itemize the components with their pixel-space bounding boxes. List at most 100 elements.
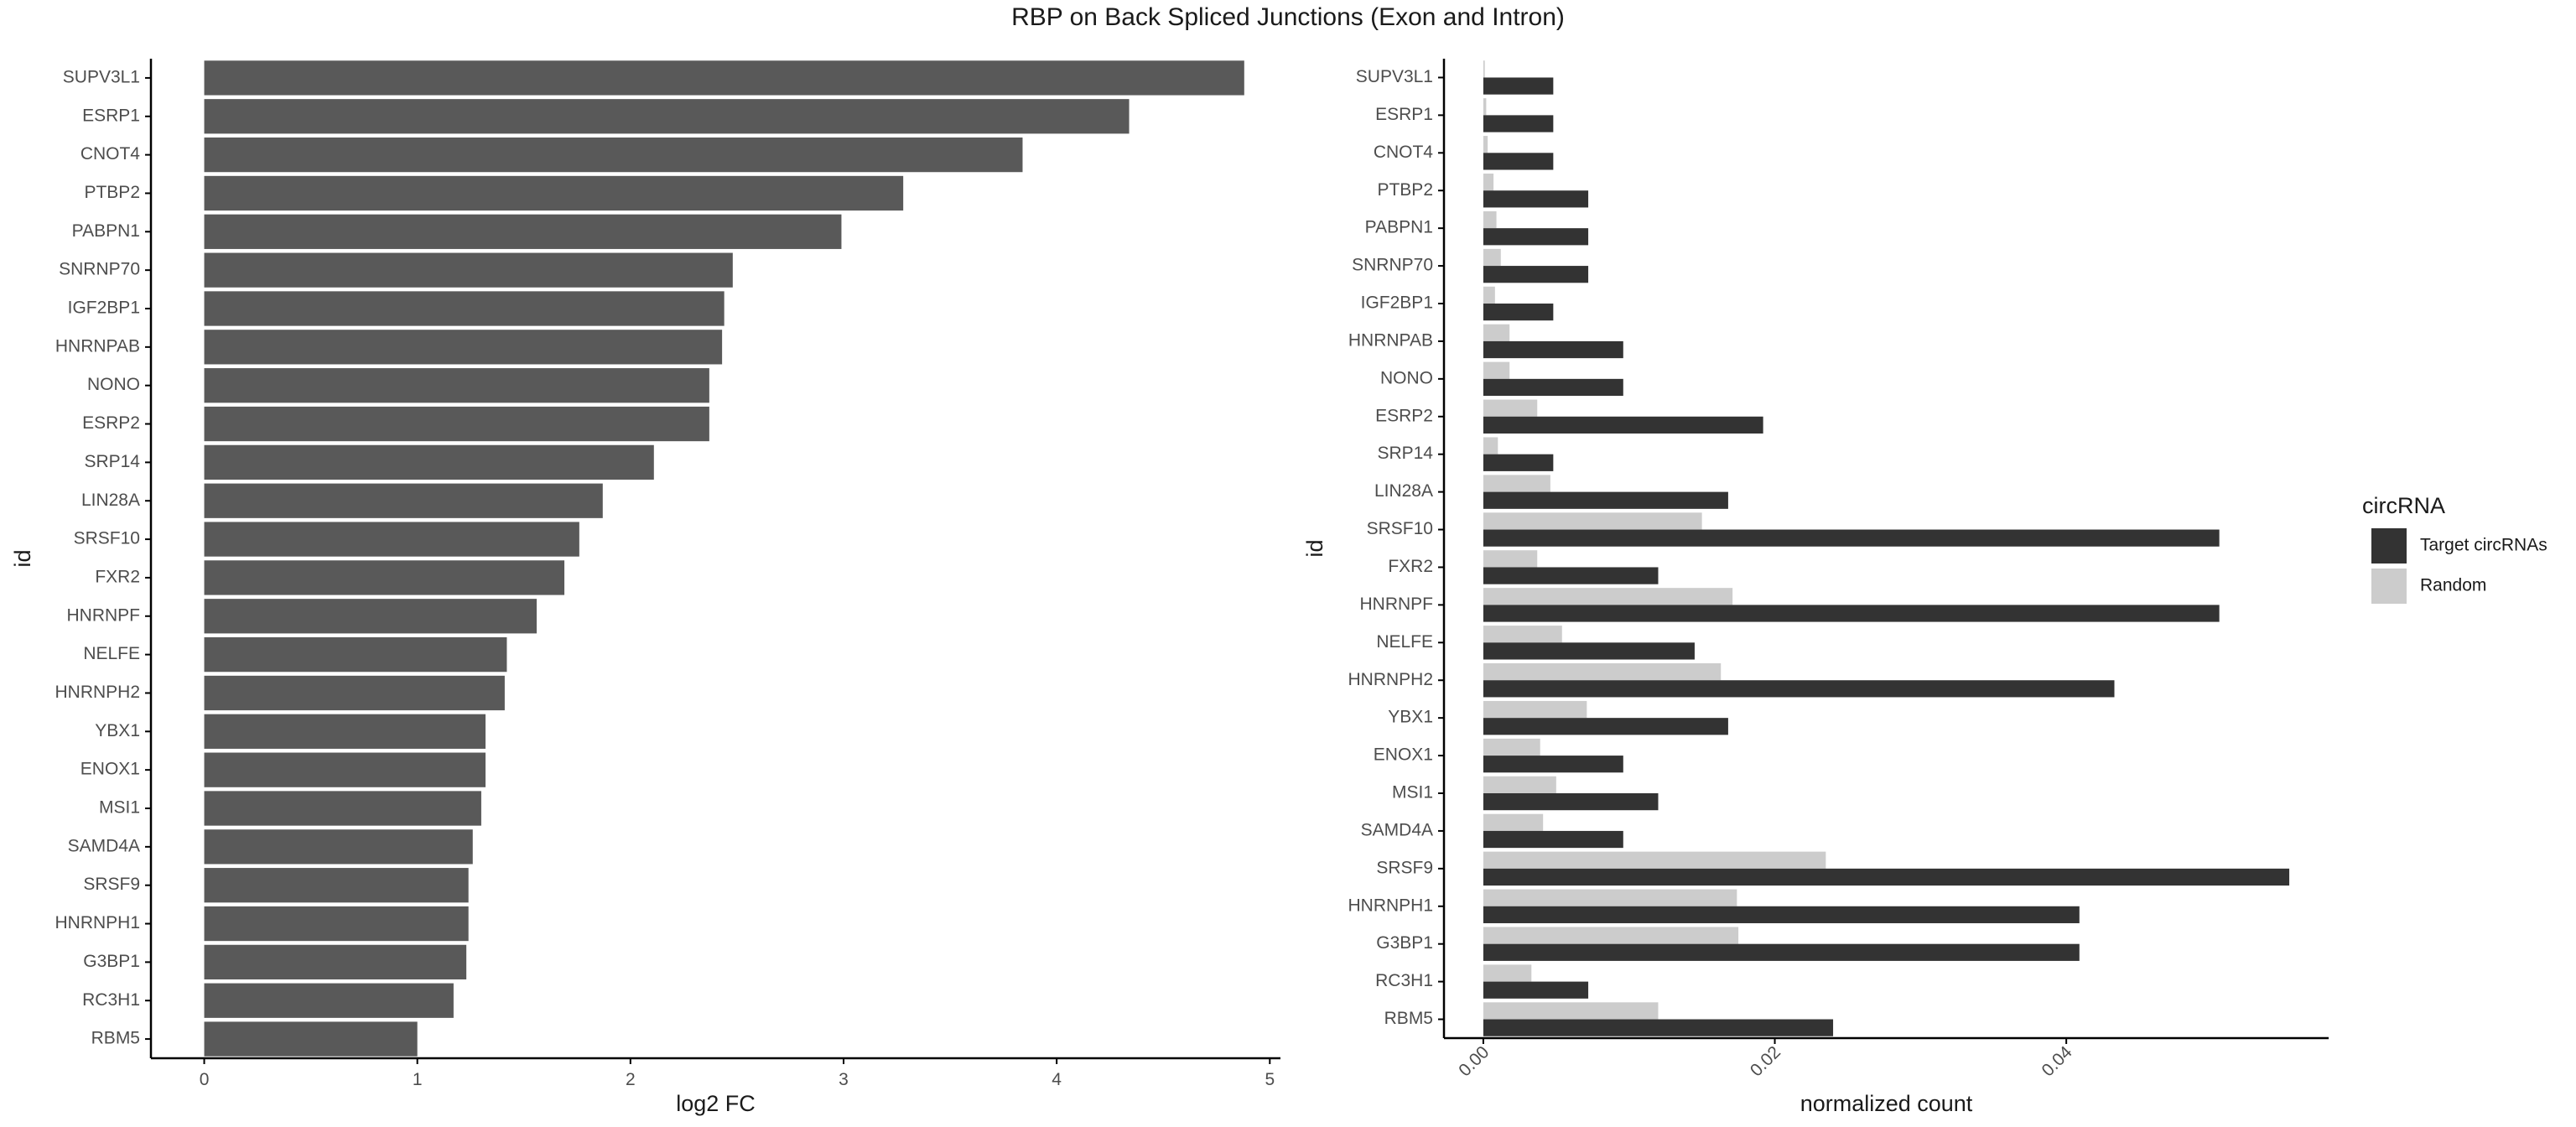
- bar: [204, 1021, 418, 1057]
- bar-random: [1483, 588, 1733, 605]
- x-tick-label: 5: [1265, 1070, 1275, 1089]
- y-tick-label: SUPV3L1: [63, 67, 140, 86]
- y-tick-label: ESRP1: [82, 106, 140, 125]
- bar-target: [1483, 1019, 1834, 1036]
- x-axis-label: log2 FC: [676, 1091, 756, 1116]
- bar-random: [1483, 550, 1538, 568]
- bar-target: [1483, 529, 2220, 547]
- y-tick-label: FXR2: [95, 567, 140, 586]
- y-tick-label: SUPV3L1: [1356, 67, 1433, 86]
- bar-random: [1483, 248, 1501, 267]
- x-tick-label: 4: [1052, 1070, 1062, 1089]
- y-tick-label: SRSF10: [74, 529, 140, 548]
- bar: [204, 444, 654, 480]
- x-tick-label: 0.04: [2038, 1042, 2076, 1080]
- y-tick-label: SAMD4A: [68, 836, 140, 855]
- y-tick-label: LIN28A: [1374, 481, 1433, 501]
- bar: [204, 60, 1244, 96]
- bar-target: [1483, 266, 1589, 283]
- y-tick-label: NELFE: [1376, 632, 1433, 652]
- bar-random: [1483, 60, 1485, 78]
- bar-random: [1483, 776, 1556, 793]
- y-tick-label: RBM5: [91, 1029, 140, 1048]
- x-tick-label: 0.02: [1747, 1042, 1784, 1080]
- bar-random: [1483, 136, 1488, 153]
- bar-target: [1483, 868, 2290, 886]
- y-tick-label: RBM5: [1384, 1009, 1433, 1028]
- x-tick-label: 3: [839, 1070, 849, 1089]
- y-tick-label: SRP14: [1377, 444, 1433, 463]
- x-tick-label: 2: [626, 1070, 636, 1089]
- bar: [204, 983, 454, 1018]
- bar: [204, 99, 1130, 134]
- bar-random: [1483, 437, 1498, 454]
- y-tick-label: HNRNPH2: [1348, 670, 1433, 689]
- y-tick-label: YBX1: [95, 721, 140, 740]
- y-tick-label: ESRP2: [82, 413, 140, 433]
- y-axis-label: id: [10, 549, 35, 567]
- bar-random: [1483, 174, 1494, 191]
- bar-random: [1483, 889, 1737, 906]
- bar-random: [1483, 813, 1544, 831]
- bar-target: [1483, 77, 1554, 95]
- y-tick-label: G3BP1: [1376, 933, 1433, 953]
- bar-random: [1483, 927, 1739, 944]
- y-tick-label: HNRNPH2: [55, 683, 140, 702]
- bar-target: [1483, 906, 2080, 923]
- bar-target: [1483, 378, 1623, 397]
- bar: [204, 137, 1023, 173]
- y-tick-label: IGF2BP1: [1361, 293, 1433, 313]
- legend-title: circRNA: [2362, 493, 2445, 518]
- y-tick-label: G3BP1: [83, 952, 140, 971]
- bar-target: [1483, 153, 1554, 170]
- y-tick-label: CNOT4: [80, 144, 140, 164]
- y-tick-label: FXR2: [1388, 557, 1433, 576]
- bar-random: [1483, 851, 1826, 869]
- legend-swatch: [2371, 569, 2407, 604]
- bar: [204, 406, 709, 442]
- bar-random: [1483, 210, 1497, 229]
- y-tick-label: HNRNPF: [67, 605, 141, 625]
- bar-target: [1483, 491, 1728, 509]
- y-tick-label: SRSF10: [1367, 519, 1433, 538]
- bar: [204, 636, 507, 673]
- bar: [204, 560, 565, 595]
- y-tick-label: HNRNPH1: [1348, 896, 1433, 915]
- y-tick-label: ESRP1: [1375, 105, 1433, 124]
- y-tick-label: NELFE: [83, 644, 140, 663]
- bar-random: [1483, 738, 1540, 756]
- bar-target: [1483, 115, 1554, 132]
- x-tick-label: 0.00: [1455, 1042, 1493, 1080]
- y-tick-label: PTBP2: [1377, 180, 1433, 200]
- legend-label: Random: [2420, 576, 2486, 595]
- bar-target: [1483, 340, 1623, 359]
- bar-random: [1483, 399, 1538, 417]
- y-tick-label: HNRNPF: [1360, 595, 1434, 614]
- y-tick-label: HNRNPAB: [55, 336, 140, 356]
- bar-target: [1483, 416, 1763, 434]
- y-tick-label: PTBP2: [84, 183, 140, 202]
- bar: [204, 906, 469, 942]
- legend-swatch: [2371, 528, 2407, 564]
- bar-target: [1483, 454, 1554, 471]
- bar-random: [1483, 286, 1495, 304]
- bar-random: [1483, 1002, 1659, 1020]
- bar-random: [1483, 626, 1562, 643]
- bar-target: [1483, 605, 2220, 622]
- bar-random: [1483, 324, 1510, 341]
- y-axis-label: id: [1302, 539, 1327, 557]
- y-tick-label: MSI1: [99, 798, 140, 818]
- y-tick-label: ENOX1: [80, 760, 140, 779]
- bar: [204, 291, 724, 326]
- bar: [204, 599, 538, 634]
- bar: [204, 829, 473, 865]
- bar-target: [1483, 981, 1589, 999]
- y-tick-label: SAMD4A: [1361, 820, 1433, 839]
- y-tick-label: SRSF9: [1376, 858, 1433, 877]
- y-tick-label: MSI1: [1392, 783, 1433, 802]
- bar-random: [1483, 964, 1532, 982]
- bar: [204, 214, 842, 249]
- bar: [204, 868, 469, 903]
- y-tick-label: SNRNP70: [1352, 256, 1433, 275]
- y-tick-label: HNRNPAB: [1348, 330, 1433, 350]
